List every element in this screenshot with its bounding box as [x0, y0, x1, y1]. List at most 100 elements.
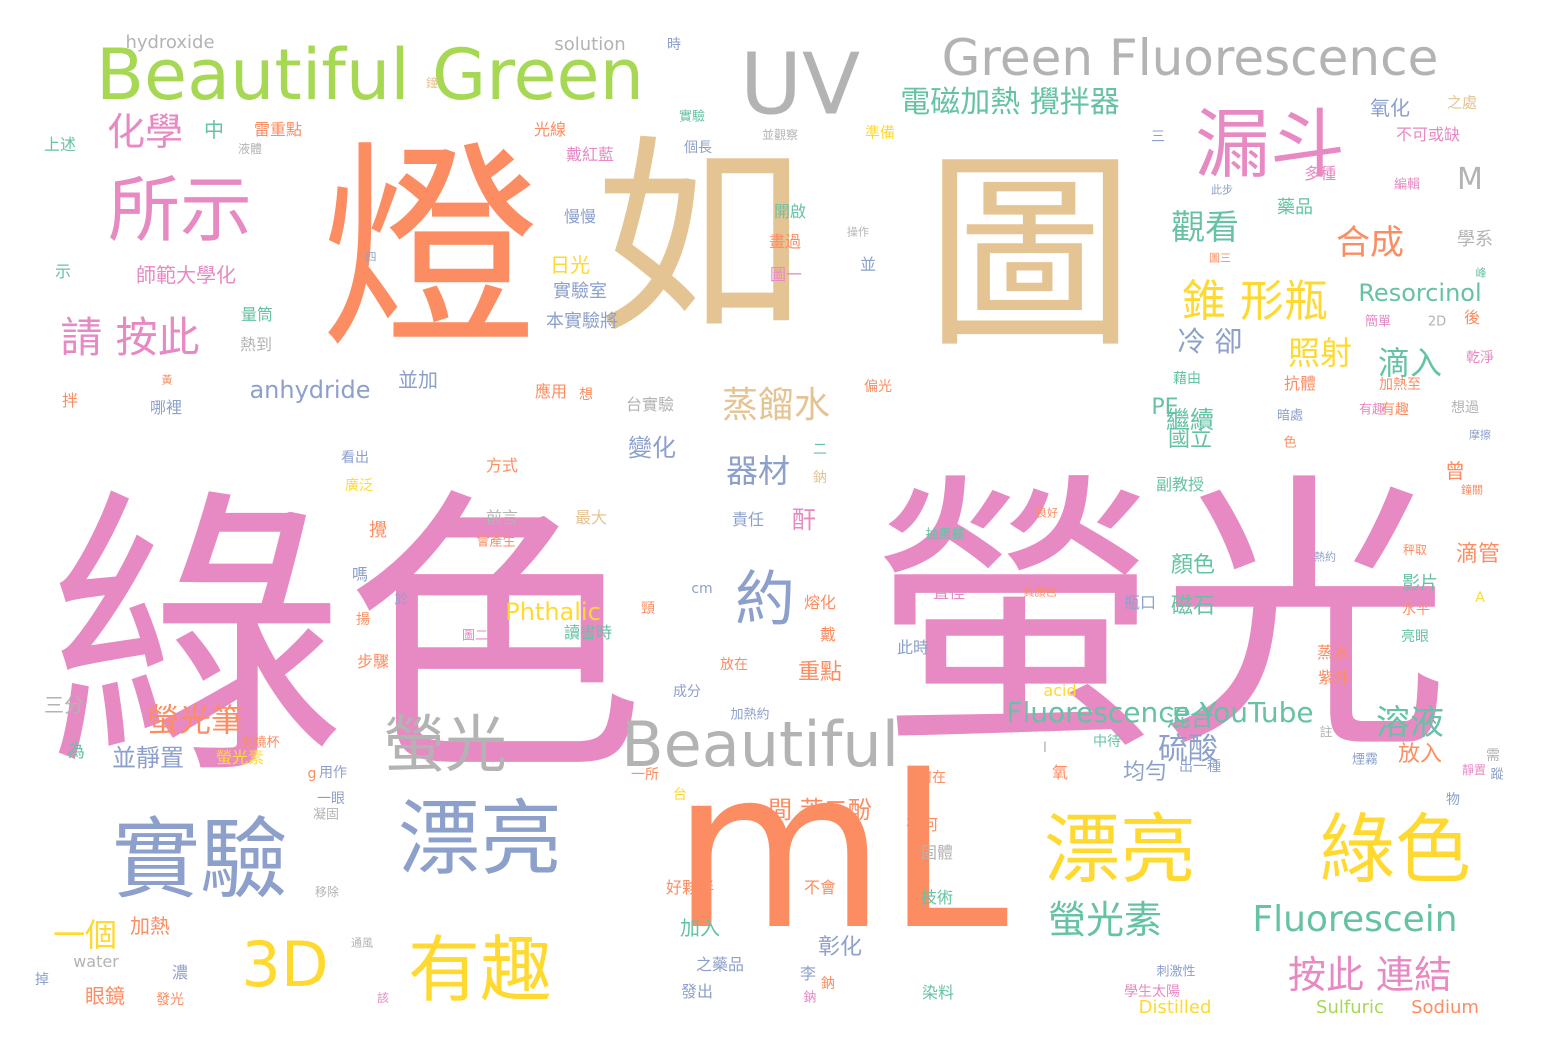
- cloud-word: 放在: [720, 657, 748, 673]
- cloud-word: 廣泛: [345, 478, 373, 494]
- cloud-word: 嗎: [351, 565, 369, 584]
- cloud-word: 方式: [485, 456, 519, 475]
- cloud-word: 物: [1446, 792, 1460, 808]
- cloud-word: 氧化: [1370, 96, 1410, 120]
- cloud-word: 有趣: [1358, 402, 1386, 418]
- cloud-word: 瓶口: [1123, 593, 1157, 612]
- cloud-word: 黃: [161, 373, 173, 387]
- cloud-word: 師範大學化: [136, 263, 236, 287]
- cloud-word: 漂亮: [1044, 805, 1196, 894]
- cloud-word: 3D: [241, 928, 329, 1001]
- cloud-word: 攪: [369, 520, 387, 541]
- cloud-word: 曾: [1445, 459, 1465, 483]
- cloud-word: 器材: [725, 452, 791, 490]
- cloud-word: 成分: [673, 684, 701, 700]
- cloud-word: 滴入: [1377, 344, 1443, 382]
- cloud-word: Green Fluorescence: [941, 29, 1439, 87]
- cloud-word: Phthalic: [505, 598, 601, 626]
- cloud-word: 並靜置: [112, 744, 184, 772]
- cloud-word: 實驗: [678, 109, 706, 125]
- cloud-word: 固體: [920, 843, 954, 862]
- cloud-word: Sodium: [1411, 997, 1479, 1018]
- cloud-word: 煙霧: [1351, 752, 1379, 768]
- cloud-word: Resorcinol: [1358, 279, 1482, 307]
- cloud-word: 按此 連結: [1287, 953, 1453, 997]
- cloud-word: 用作: [319, 765, 347, 781]
- cloud-word: 直徑: [932, 583, 966, 602]
- cloud-word: 此步: [1211, 183, 1233, 197]
- cloud-word: 操作: [847, 225, 869, 239]
- cloud-word: 蹤: [1490, 767, 1504, 783]
- cloud-word: 變化: [628, 434, 676, 462]
- cloud-word: 藉由: [1173, 371, 1201, 387]
- cloud-word: 需: [1486, 748, 1500, 764]
- cloud-word: anhydride: [249, 376, 371, 404]
- cloud-word: 個長: [684, 140, 712, 156]
- cloud-word: 上述: [43, 135, 77, 154]
- cloud-word: 一所: [631, 767, 659, 783]
- cloud-word: 一個: [52, 916, 118, 954]
- cloud-word: 蒸餾水: [721, 385, 831, 426]
- cloud-word: 多種: [1303, 164, 1337, 183]
- cloud-word: 移除: [314, 885, 340, 899]
- cloud-word: 氧: [1051, 763, 1069, 782]
- cloud-word: 綠色: [1319, 805, 1471, 894]
- cloud-word: 如: [594, 117, 806, 362]
- cloud-word: 約: [735, 565, 795, 635]
- cloud-word: 彰化: [817, 935, 863, 960]
- cloud-word: 台實驗: [625, 395, 675, 414]
- cloud-word: 熔化: [803, 593, 837, 612]
- cloud-word: Distilled: [1138, 997, 1212, 1018]
- cloud-word: 支燒杯: [240, 735, 280, 751]
- cloud-word: 磁石: [1170, 594, 1216, 619]
- cloud-word: 圖二: [461, 628, 489, 644]
- cloud-word: 水平: [1402, 602, 1430, 618]
- cloud-word: 螢光素: [215, 748, 265, 767]
- cloud-word: 請 按此: [60, 313, 200, 362]
- cloud-word: 通風: [351, 936, 373, 950]
- cloud-word: A: [1475, 590, 1485, 606]
- cloud-word: 國立: [1167, 427, 1213, 452]
- cloud-word: 日光: [550, 253, 590, 277]
- cloud-word: Beautiful: [621, 708, 899, 781]
- cloud-word: 會產生: [476, 534, 516, 550]
- cloud-word: 凝固: [312, 807, 340, 823]
- cloud-word: acid: [1043, 681, 1077, 700]
- cloud-word: 技術: [920, 888, 954, 907]
- cloud-word: 藥品: [1277, 197, 1313, 218]
- cloud-word: 化學: [106, 110, 184, 154]
- cloud-word: 電磁加熱 攪拌器: [900, 85, 1120, 120]
- cloud-word: 其顏色: [1023, 585, 1057, 599]
- cloud-word: 螢光筆: [146, 701, 244, 739]
- cloud-word: 拌: [61, 391, 79, 410]
- cloud-word: 好夥伴: [665, 878, 715, 897]
- cloud-word: 抗體: [1283, 374, 1317, 393]
- cloud-word: 並觀察: [761, 128, 799, 142]
- cloud-word: 2D: [1427, 314, 1447, 330]
- cloud-word: 濃: [171, 963, 189, 982]
- cloud-word: 圖三: [1209, 251, 1231, 265]
- cloud-word: 不可或缺: [1395, 125, 1461, 144]
- cloud-word: 熱到: [239, 335, 273, 354]
- cloud-word: 李: [799, 964, 817, 983]
- cloud-word: I: [1042, 740, 1048, 756]
- cloud-word: 繼續: [1166, 406, 1214, 434]
- cloud-word: 三: [1151, 129, 1165, 145]
- cloud-word: 台: [673, 787, 687, 803]
- cloud-word: 蒸水: [1316, 643, 1350, 662]
- cloud-word: 滴管: [1455, 542, 1501, 567]
- cloud-word: 此時: [896, 638, 930, 657]
- cloud-word: 液體: [237, 142, 263, 156]
- cloud-word: 開啟: [773, 202, 807, 221]
- cloud-word: 準備: [864, 123, 896, 142]
- cloud-word: 編輯: [1393, 177, 1421, 193]
- cloud-word: Fluorescence YouTube: [1006, 696, 1314, 729]
- cloud-word: 合成: [1336, 223, 1404, 263]
- cloud-word: 刺激性: [1156, 964, 1196, 980]
- cloud-word: 良好: [1036, 506, 1058, 520]
- cloud-word: 實驗: [111, 808, 289, 911]
- cloud-word: 戴紅藍: [565, 145, 615, 164]
- cloud-word: 學系: [1457, 229, 1493, 250]
- cloud-word: 溶液: [1376, 703, 1444, 743]
- cloud-word: 責任: [731, 510, 765, 529]
